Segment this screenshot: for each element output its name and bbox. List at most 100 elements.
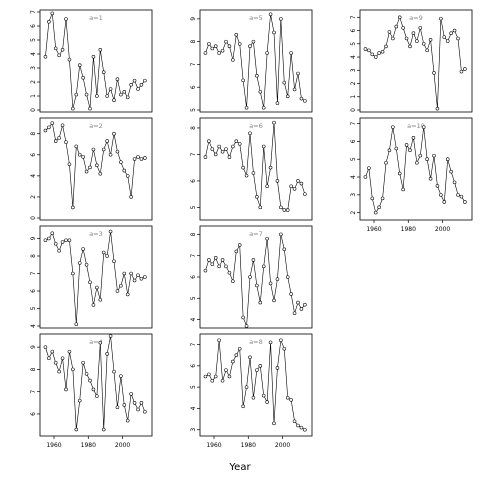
data-point [47,125,51,130]
data-point [459,194,464,199]
y-tick-label: 4 [350,175,357,179]
data-point [261,144,266,149]
y-tick-label: 3 [350,68,357,72]
data-point [367,166,371,170]
x-tick-label: 1980 [241,442,256,449]
panel-label: a=5 [249,14,263,22]
data-point [268,340,273,345]
data-point [275,179,280,183]
data-point [463,200,467,204]
y-tick-label: 7 [350,121,357,125]
data-point [91,303,96,307]
data-point [391,125,395,129]
data-point [299,307,304,311]
data-point [77,261,82,265]
y-tick-label: 5 [350,42,357,46]
data-point [272,421,276,426]
x-tick-label: 1980 [401,226,416,233]
data-point [442,35,447,39]
data-point [98,340,103,345]
data-point [91,387,96,392]
data-point [237,142,242,146]
data-point [105,352,109,356]
data-point [428,177,433,181]
data-point [370,196,375,201]
data-point [425,48,429,53]
data-point [373,210,378,215]
data-point [404,36,409,41]
data-point [64,238,68,243]
data-point [115,289,120,293]
data-point [53,139,58,143]
data-point [64,17,68,21]
data-point [129,392,133,396]
data-point [241,78,245,83]
data-point [244,105,249,110]
data-point [95,285,99,290]
data-point [459,69,464,74]
data-point [112,259,116,264]
data-point [112,98,116,102]
data-point [101,70,106,74]
data-point [67,57,72,62]
data-point [387,148,392,153]
data-point [101,250,106,255]
data-point [241,404,245,409]
data-point [255,74,259,78]
data-point [268,12,273,17]
data-point [136,407,140,412]
data-point [391,36,395,41]
data-point [115,405,120,410]
data-point [384,44,388,49]
panel-1: 5 6 7 8 9 a=5 [190,9,313,113]
data-point [203,374,208,379]
data-point [432,153,436,158]
data-point [71,106,75,111]
y-tick-label: 7 [190,342,197,346]
data-point [439,16,443,21]
data-point [394,146,399,151]
data-point [108,229,113,234]
y-tick-label: 4 [190,318,197,322]
data-point [122,90,127,94]
series-line [365,16,466,109]
data-point [84,262,89,267]
y-tick-label: 8 [190,232,197,236]
data-point [105,139,109,143]
panel-frame [199,333,313,437]
data-point [67,349,72,354]
x-tick-label: 1960 [206,442,221,449]
series-line [45,231,145,325]
series-line [45,335,146,430]
data-point [71,367,75,372]
data-point [251,396,256,400]
y-tick-label: 5 [190,205,197,209]
data-point [296,71,300,76]
data-point [220,48,225,53]
y-tick-label: 0 [30,108,37,112]
y-tick-label: 8 [190,40,197,44]
panel-6: 4 5 6 7 8 9 a=3 [30,225,153,329]
data-point [303,192,307,196]
panels-layer: 0 1 2 3 4 5 6 7 a=1 5 6 7 8 9 a=5 0 1 2 3 4 5 6 7 a=9 0 2 4 6 8 a=2 5 6… [30,9,473,449]
y-tick-label: 3 [30,66,37,70]
panel-5: 2 3 4 5 6 7 1960 1980 2000 a=10 [350,117,473,233]
data-point [296,179,300,183]
panel-label: a=7 [249,230,263,238]
data-point [231,58,235,62]
y-tick-label: 9 [190,17,197,21]
data-point [129,271,133,276]
data-point [132,401,137,405]
data-point [88,106,92,111]
data-point [370,52,375,57]
data-point [64,387,68,392]
panel-3: 0 2 4 6 8 a=2 [30,117,153,221]
y-tick-label: 5 [350,157,357,161]
data-point [227,155,232,159]
data-point [299,425,304,430]
data-point [74,322,79,327]
data-point [129,195,133,199]
y-tick-label: 4 [30,324,37,328]
data-point [224,368,228,372]
data-point [251,39,256,44]
